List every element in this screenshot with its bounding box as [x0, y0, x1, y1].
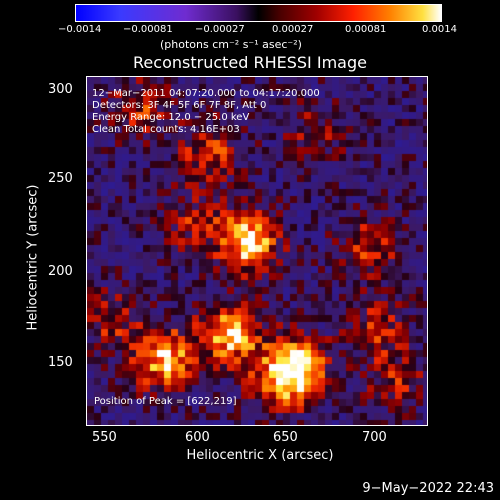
info-energy: Energy Range: 12.0 − 25.0 keV — [92, 112, 250, 123]
colorbar-tick: 0.00027 — [272, 24, 314, 35]
colorbar-tick: −0.0014 — [58, 24, 102, 35]
colorbar — [75, 4, 442, 22]
plot-title: Reconstructed RHESSI Image — [133, 53, 367, 72]
y-tick: 150 — [48, 355, 73, 370]
colorbar-unit: (photons cm⁻² s⁻¹ asec⁻²) — [160, 38, 302, 51]
colorbar-tick: 0.00081 — [345, 24, 387, 35]
x-tick: 650 — [273, 430, 298, 445]
timestamp: 9−May−2022 22:43 — [362, 481, 494, 496]
rhessi-image — [86, 76, 428, 426]
colorbar-tick: 0.0014 — [422, 24, 457, 35]
y-axis-label: Heliocentric Y (arcsec) — [25, 184, 41, 331]
peak-position: Position of Peak = [622,219] — [94, 396, 237, 407]
colorbar-tick: −0.00027 — [195, 24, 245, 35]
y-tick: 200 — [48, 264, 73, 279]
y-tick: 250 — [48, 171, 73, 186]
info-detectors: Detectors: 3F 4F 5F 6F 7F 8F, Att 0 — [92, 100, 267, 111]
image-canvas — [87, 77, 427, 425]
info-clean: Clean Total counts: 4.16E+03 — [92, 124, 240, 135]
y-tick: 300 — [48, 82, 73, 97]
x-tick: 700 — [362, 430, 387, 445]
info-time: 12−Mar−2011 04:07:20.000 to 04:17:20.000 — [92, 88, 320, 99]
colorbar-tick: −0.00081 — [123, 24, 173, 35]
x-axis-label: Heliocentric X (arcsec) — [186, 448, 334, 463]
x-tick: 600 — [185, 430, 210, 445]
x-tick: 550 — [92, 430, 117, 445]
